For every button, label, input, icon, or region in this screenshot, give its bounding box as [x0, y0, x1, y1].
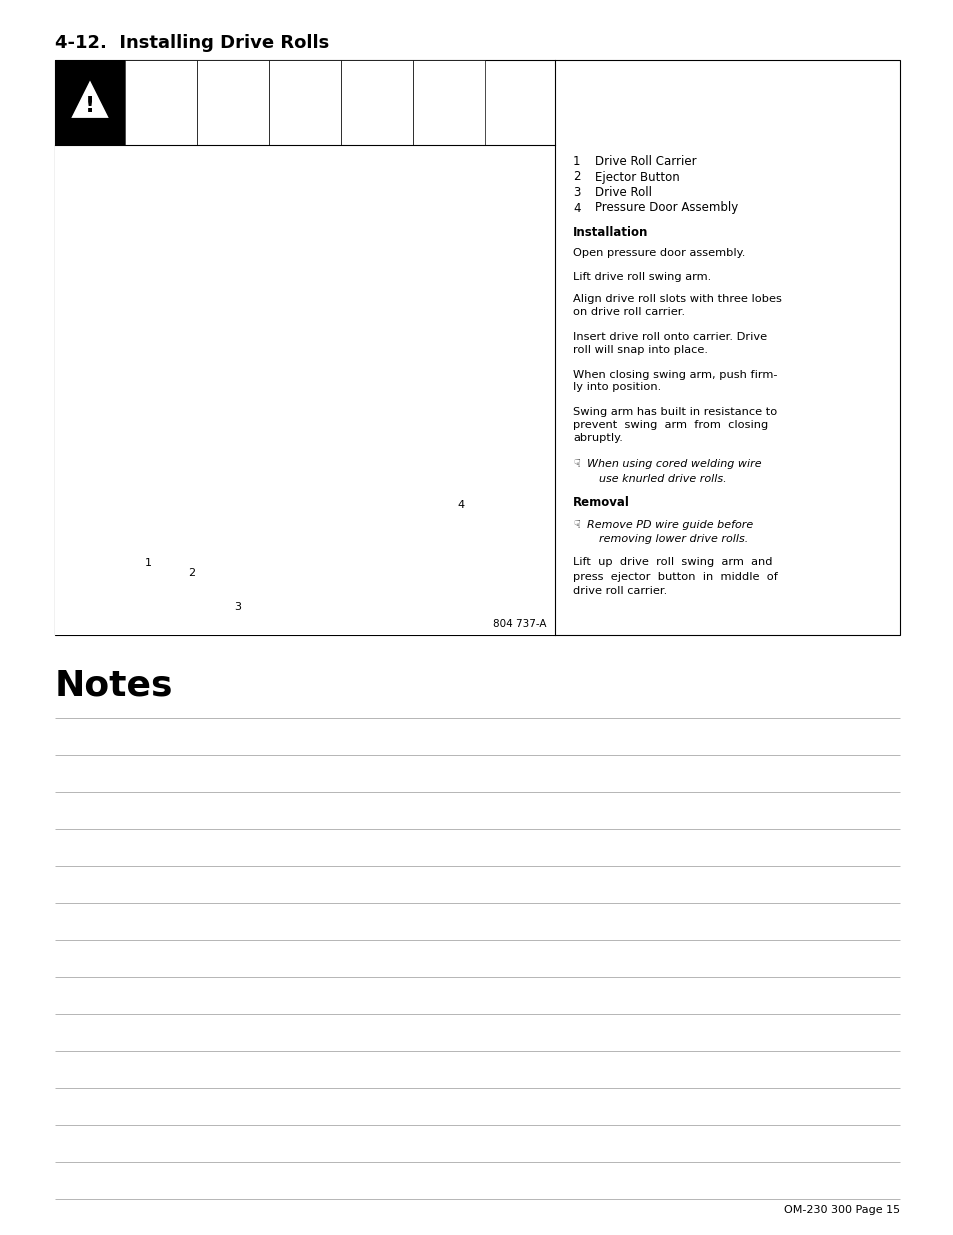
Text: When closing swing arm, push firm-
ly into position.: When closing swing arm, push firm- ly in… [573, 369, 777, 393]
Bar [413, 61, 484, 144]
Text: 4-12.  Installing Drive Rolls: 4-12. Installing Drive Rolls [55, 35, 329, 52]
Bar [55, 61, 899, 635]
Text: 2: 2 [573, 170, 579, 184]
Text: 2: 2 [189, 568, 195, 578]
Text: When using cored welding wire: When using cored welding wire [586, 459, 760, 469]
Text: OM-230 300 Page 15: OM-230 300 Page 15 [783, 1205, 899, 1215]
Text: ☟: ☟ [573, 459, 579, 469]
Text: Pressure Door Assembly: Pressure Door Assembly [595, 201, 738, 215]
Text: Removal: Removal [573, 496, 629, 510]
Text: 4: 4 [456, 500, 464, 510]
Text: Open pressure door assembly.: Open pressure door assembly. [573, 248, 744, 258]
Text: 1: 1 [144, 558, 152, 568]
Text: use knurled drive rolls.: use knurled drive rolls. [598, 473, 726, 483]
Text: ☟: ☟ [573, 520, 579, 530]
Bar [340, 61, 413, 144]
Text: 1: 1 [573, 156, 579, 168]
Text: Lift drive roll swing arm.: Lift drive roll swing arm. [573, 272, 711, 282]
Text: Lift  up  drive  roll  swing  arm  and: Lift up drive roll swing arm and [573, 557, 772, 567]
Text: 3: 3 [573, 186, 579, 199]
Bar [55, 61, 125, 144]
Bar [269, 61, 340, 144]
Text: 4: 4 [573, 201, 579, 215]
Bar [196, 61, 269, 144]
Text: Drive Roll Carrier: Drive Roll Carrier [595, 156, 696, 168]
Text: Drive Roll: Drive Roll [595, 186, 651, 199]
Text: Swing arm has built in resistance to
prevent  swing  arm  from  closing
abruptly: Swing arm has built in resistance to pre… [573, 408, 777, 442]
Text: Align drive roll slots with three lobes
on drive roll carrier.: Align drive roll slots with three lobes … [573, 294, 781, 317]
Text: Installation: Installation [573, 226, 648, 238]
Text: 3: 3 [234, 601, 241, 613]
Text: Remove PD wire guide before: Remove PD wire guide before [586, 520, 753, 530]
Bar [125, 61, 196, 144]
Text: Ejector Button: Ejector Button [595, 170, 679, 184]
Text: Notes: Notes [55, 668, 173, 701]
Text: removing lower drive rolls.: removing lower drive rolls. [598, 534, 747, 543]
Text: press  ejector  button  in  middle  of: press ejector button in middle of [573, 572, 777, 582]
Bar [55, 144, 555, 635]
Text: !: ! [85, 96, 95, 116]
Polygon shape [71, 80, 109, 117]
Text: Insert drive roll onto carrier. Drive
roll will snap into place.: Insert drive roll onto carrier. Drive ro… [573, 332, 766, 354]
Text: 804 737-A: 804 737-A [493, 619, 546, 629]
Text: drive roll carrier.: drive roll carrier. [573, 585, 666, 597]
